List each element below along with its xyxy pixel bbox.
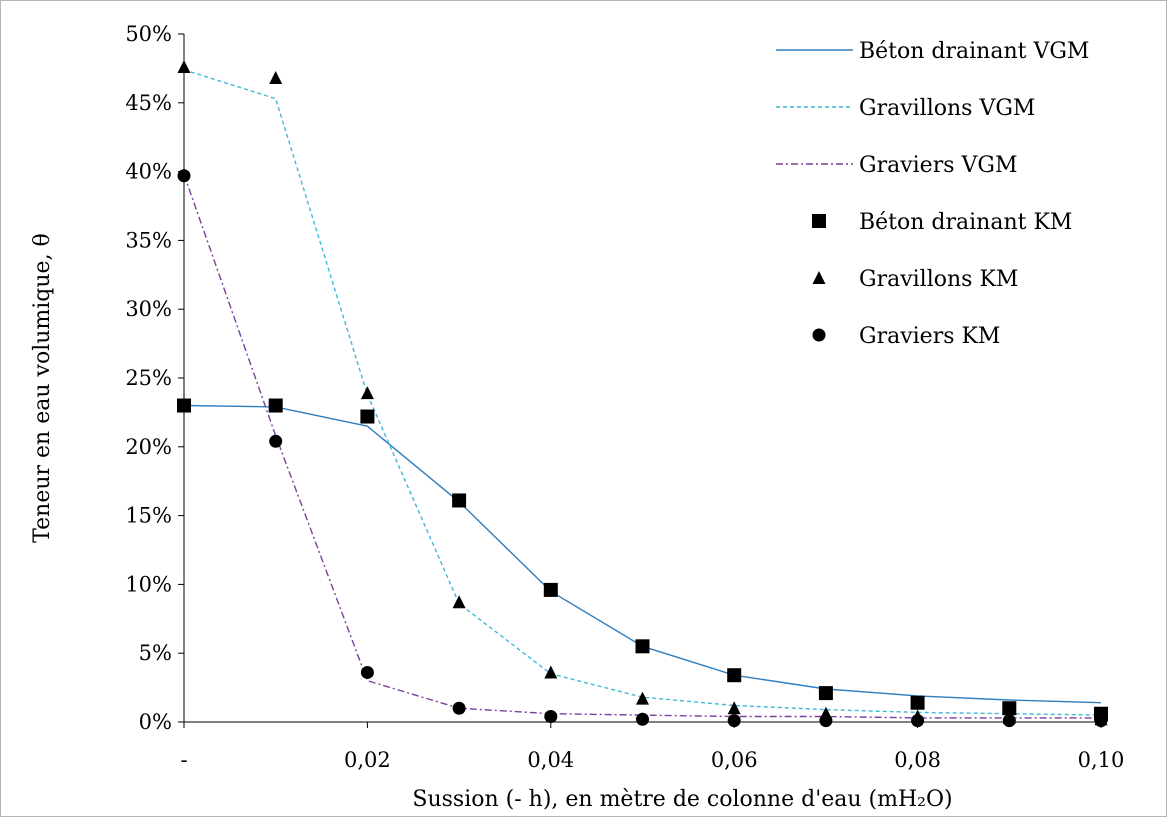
data-point-square [910, 695, 925, 710]
legend-label: Béton drainant KM [859, 210, 1072, 235]
y-tick-label: 10% [125, 572, 172, 596]
y-axis-title: Teneur en eau volumique, θ [30, 233, 55, 543]
data-point-circle [727, 714, 741, 728]
data-point-circle [360, 665, 374, 679]
x-tick-label: 0,10 [1078, 748, 1125, 772]
data-point-circle [1002, 714, 1016, 728]
y-tick-label: 35% [125, 228, 172, 252]
data-point-triangle [360, 386, 374, 400]
data-point-circle [177, 169, 191, 183]
y-tick-label: 20% [125, 435, 172, 459]
y-tick-label: 5% [139, 641, 172, 665]
legend-swatch-triangle [812, 271, 826, 284]
data-point-square [1002, 701, 1017, 716]
legend-swatch-square [812, 214, 826, 228]
data-point-square [727, 668, 742, 683]
data-point-circle [1094, 714, 1108, 728]
x-axis-title: Sussion (- h), en mètre de colonne d'eau… [412, 787, 952, 812]
data-point-triangle [269, 71, 283, 85]
data-point-triangle [636, 691, 649, 705]
x-tick-label: 0,06 [711, 748, 758, 772]
data-point-triangle [452, 595, 466, 609]
data-point-triangle [727, 701, 741, 715]
data-point-circle [452, 701, 466, 715]
y-tick-label: 50% [125, 22, 172, 46]
x-tick-label: 0,02 [344, 748, 391, 772]
legend-label: Graviers KM [859, 324, 1000, 349]
x-tick-label: 0,04 [527, 748, 574, 772]
x-tick-label: - [180, 748, 187, 772]
y-tick-label: 0% [139, 710, 172, 734]
y-tick-label: 45% [125, 91, 172, 115]
data-point-square [818, 686, 833, 701]
y-tick-label: 30% [125, 297, 172, 321]
data-point-triangle [177, 60, 191, 74]
data-point-circle [636, 712, 649, 726]
data-point-circle [819, 714, 833, 728]
legend-label: Graviers VGM [859, 153, 1017, 178]
y-tick-label: 15% [125, 504, 172, 528]
series-line-0 [183, 404, 1102, 704]
y-tick-label: 40% [125, 160, 172, 184]
legend-label: Béton drainant VGM [859, 39, 1089, 64]
data-point-square [543, 582, 558, 597]
data-point-circle [544, 709, 558, 723]
data-point-triangle [544, 665, 558, 679]
data-point-square [268, 398, 283, 413]
markers-layer [177, 60, 1108, 728]
y-tick-label: 25% [125, 366, 172, 390]
legend-label: Gravillons KM [859, 267, 1018, 292]
legend-swatch-circle [812, 328, 826, 342]
data-point-square [452, 493, 467, 508]
x-tick-label: 0,08 [894, 748, 941, 772]
series-line-1 [183, 69, 1102, 716]
data-point-circle [911, 714, 925, 728]
data-point-square [177, 398, 191, 413]
legend: Béton drainant VGM Gravillons VGM Graviers… [776, 39, 1089, 349]
legend-label: Gravillons VGM [859, 96, 1035, 121]
axes-layer [183, 34, 1101, 723]
ticks-layer: 0% 5% 10% 15% 20% 25% 30% 35% 40% 45% 50% - 0,02 0,04… [125, 22, 1124, 772]
data-point-square [635, 639, 650, 654]
data-point-circle [269, 434, 283, 448]
data-point-square [360, 409, 375, 424]
series-line-2 [183, 174, 1101, 719]
